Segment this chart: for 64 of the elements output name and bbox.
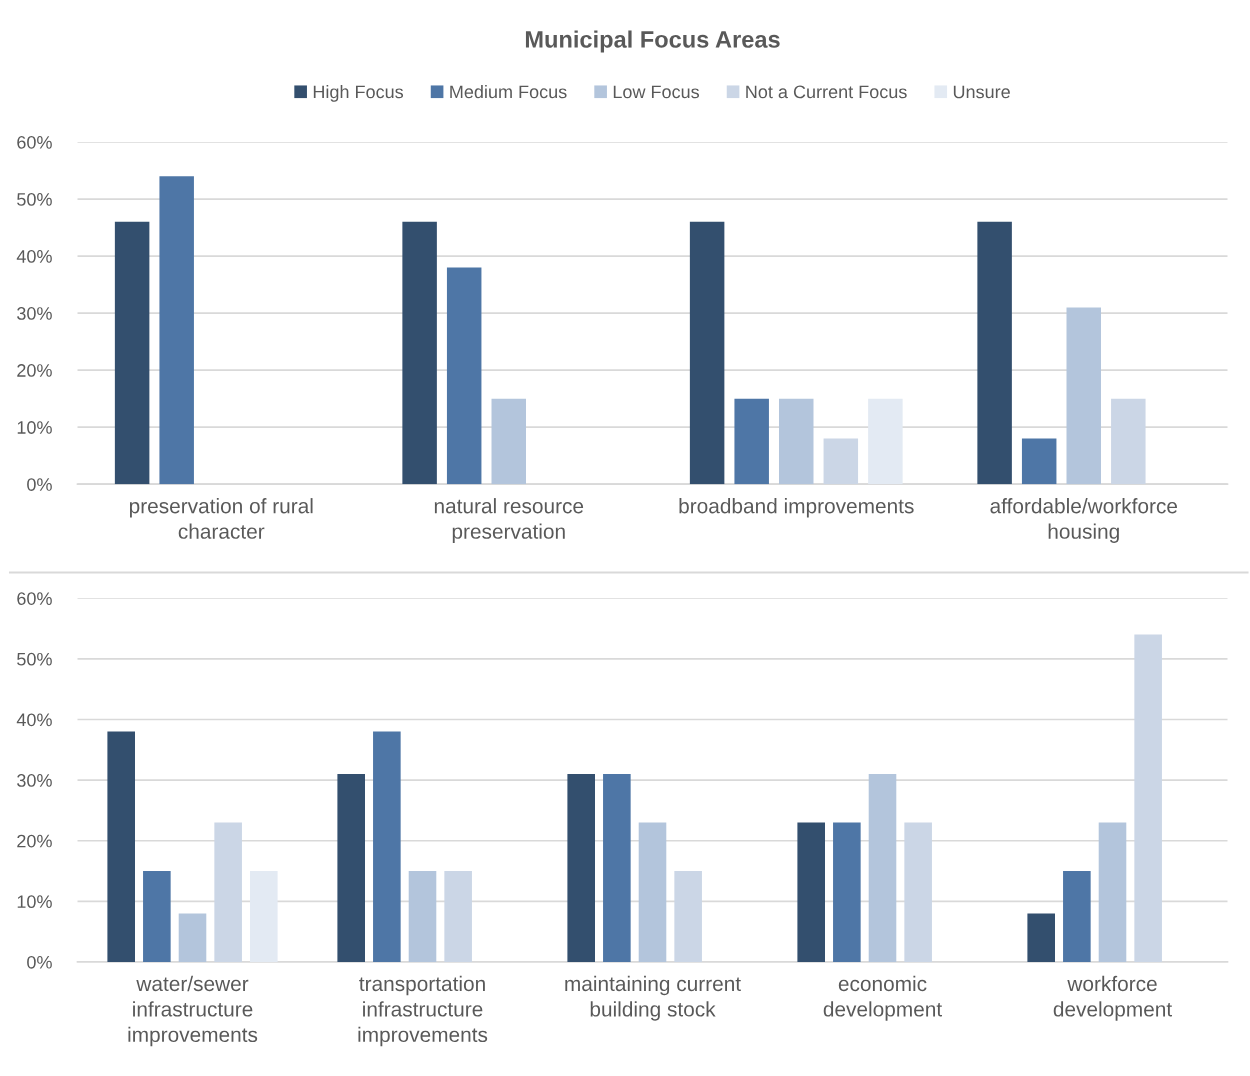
bar <box>1063 871 1091 962</box>
y-tick-label: 10% <box>17 895 52 909</box>
x-tick-label: broadband improvements <box>679 498 914 518</box>
legend-label: Low Focus <box>613 85 700 99</box>
bar <box>823 438 859 485</box>
y-tick-label: 0% <box>27 955 52 969</box>
y-tick-label: 40% <box>16 250 52 263</box>
bar <box>143 871 171 962</box>
x-tick-label: transportation infrastructure improvements <box>358 975 488 1047</box>
bar <box>250 871 278 962</box>
y-tick-label: 40% <box>16 713 52 727</box>
bar <box>107 731 135 962</box>
bar <box>1066 307 1101 485</box>
bar <box>868 774 897 962</box>
bar <box>868 398 903 485</box>
bar <box>1021 438 1057 485</box>
x-tick-label: maintaining current building stock <box>565 975 741 1021</box>
x-tick-label: economic development <box>823 975 942 1021</box>
y-tick-label: 10% <box>17 421 52 434</box>
bar <box>446 267 482 485</box>
y-tick-label: 20% <box>17 834 52 848</box>
bar <box>1134 634 1162 962</box>
y-tick-label: 50% <box>17 652 52 666</box>
bar <box>402 221 437 485</box>
bar <box>373 731 401 962</box>
chart-title: Municipal Focus Areas <box>525 30 780 53</box>
y-tick-label: 30% <box>17 774 52 787</box>
bar <box>977 221 1012 485</box>
y-tick-label: 60% <box>17 592 52 605</box>
bar <box>567 774 595 962</box>
bar <box>779 398 814 485</box>
bar <box>444 871 472 962</box>
bar <box>178 913 207 962</box>
bar <box>674 871 702 962</box>
bar <box>638 822 667 962</box>
y-tick-label: 20% <box>17 364 52 377</box>
x-tick-label: natural resource preservation <box>434 498 584 543</box>
legend-label: High Focus <box>313 85 404 102</box>
x-tick-label: workforce development <box>1053 975 1172 1021</box>
x-tick-label: affordable/workforce housing <box>990 498 1178 543</box>
bar <box>491 398 526 485</box>
bar <box>1027 913 1055 962</box>
bar <box>214 822 242 962</box>
bar <box>1098 822 1127 962</box>
bar <box>1111 398 1146 485</box>
legend-label: Unsure <box>953 85 1010 99</box>
bar <box>689 221 725 485</box>
y-tick-label: 30% <box>17 307 52 320</box>
legend-label: Medium Focus <box>450 85 567 99</box>
bar <box>904 822 932 962</box>
bar <box>337 774 365 962</box>
x-tick-label: water/sewer infrastructure improvements <box>128 975 258 1047</box>
bar <box>159 176 194 485</box>
bar <box>603 774 631 962</box>
bar <box>408 871 437 962</box>
bar <box>734 398 769 485</box>
x-tick-label: preservation of rural character <box>129 498 313 539</box>
bar <box>833 822 861 962</box>
y-tick-label: 50% <box>17 192 52 206</box>
y-tick-label: 0% <box>27 478 52 491</box>
legend-label: Not a Current Focus <box>746 85 907 99</box>
bar <box>114 221 150 485</box>
bar <box>797 822 825 962</box>
y-tick-label: 60% <box>17 135 52 149</box>
